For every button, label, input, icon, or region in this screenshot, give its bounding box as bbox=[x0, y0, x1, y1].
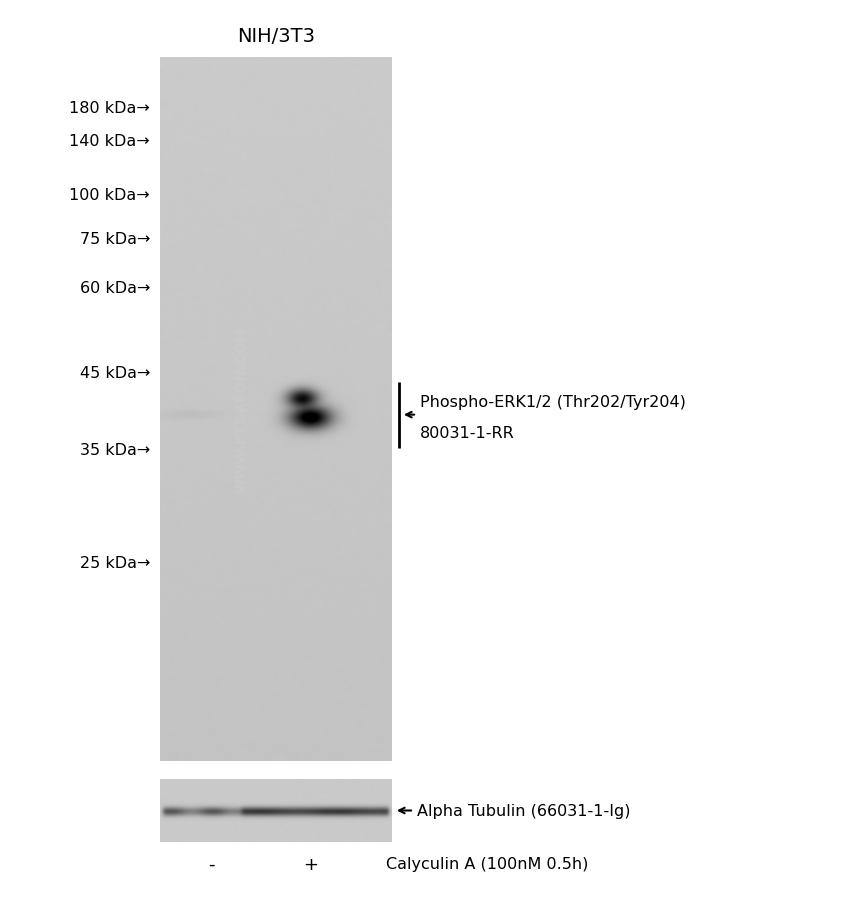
Text: 80031-1-RR: 80031-1-RR bbox=[420, 425, 515, 440]
Text: 100 kDa→: 100 kDa→ bbox=[70, 188, 150, 203]
Text: WWW.PTGAEON.COM: WWW.PTGAEON.COM bbox=[235, 327, 248, 492]
Text: Phospho-ERK1/2 (Thr202/Tyr204): Phospho-ERK1/2 (Thr202/Tyr204) bbox=[420, 394, 686, 410]
Text: Calyculin A (100nM 0.5h): Calyculin A (100nM 0.5h) bbox=[386, 857, 588, 871]
Text: 140 kDa→: 140 kDa→ bbox=[70, 133, 150, 149]
Text: +: + bbox=[303, 855, 318, 873]
Text: NIH/3T3: NIH/3T3 bbox=[237, 26, 315, 45]
Text: 60 kDa→: 60 kDa→ bbox=[80, 281, 150, 296]
Text: 180 kDa→: 180 kDa→ bbox=[69, 101, 150, 116]
Text: 25 kDa→: 25 kDa→ bbox=[80, 556, 150, 570]
Text: Alpha Tubulin (66031-1-Ig): Alpha Tubulin (66031-1-Ig) bbox=[417, 803, 631, 818]
Text: 45 kDa→: 45 kDa→ bbox=[80, 365, 150, 381]
Text: 75 kDa→: 75 kDa→ bbox=[80, 232, 150, 247]
Text: 35 kDa→: 35 kDa→ bbox=[80, 443, 150, 458]
Text: -: - bbox=[207, 855, 214, 873]
